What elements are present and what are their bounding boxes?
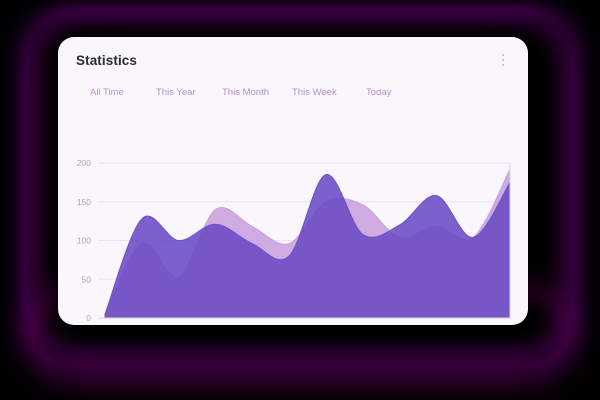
chart-series xyxy=(104,168,511,319)
tab-all-time[interactable]: All Time xyxy=(90,86,124,98)
page-title: Statistics xyxy=(76,52,138,68)
statistics-card: Statistics All Time This Year This Month Th… xyxy=(58,37,528,325)
tab-today[interactable]: Today xyxy=(366,86,392,98)
card-header: Statistics xyxy=(58,37,528,83)
y-tick-label: 200 xyxy=(77,158,91,168)
y-tick-label: 100 xyxy=(77,236,91,246)
y-tick-label: 150 xyxy=(77,197,91,207)
area-series-1 xyxy=(104,174,511,319)
y-tick-label: 0 xyxy=(86,313,91,323)
y-tick-label: 50 xyxy=(82,274,92,284)
time-range-tabs: All Time This Year This Month This Week Toda… xyxy=(74,79,512,105)
tab-this-year[interactable]: This Year xyxy=(156,86,196,98)
kebab-menu-icon[interactable] xyxy=(496,50,511,71)
tab-this-month[interactable]: This Month xyxy=(222,86,269,98)
y-axis-labels: 0 50 100 150 200 xyxy=(77,158,91,323)
tab-this-week[interactable]: This Week xyxy=(292,86,337,98)
